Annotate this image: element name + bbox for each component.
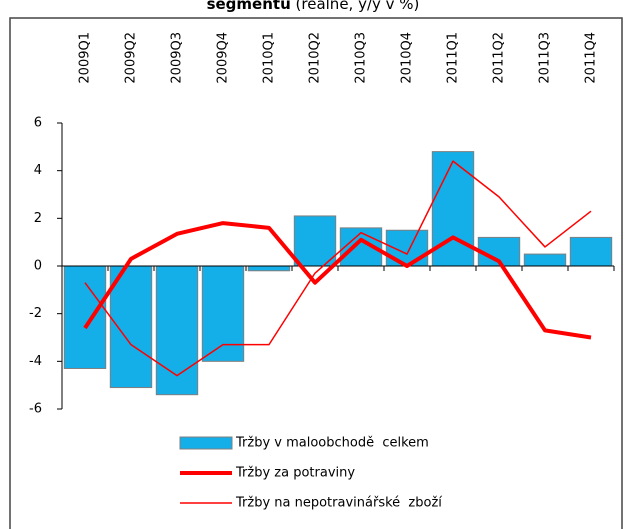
- y-tick-label: 4: [34, 163, 42, 178]
- x-tick-label: 2009Q4: [216, 32, 231, 84]
- x-tick-label: 2011Q1: [446, 32, 461, 84]
- x-tick-label: 2010Q2: [308, 32, 323, 84]
- line-series: [83, 221, 592, 340]
- chart-subtitle: (reálně, y/y v %): [296, 0, 420, 13]
- y-tick-label: 6: [34, 116, 42, 131]
- x-tick-label: 2011Q4: [584, 32, 599, 84]
- line-series: [84, 160, 592, 377]
- x-tick-label: 2010Q3: [354, 32, 369, 84]
- x-tick-label: 2011Q3: [538, 32, 553, 84]
- y-tick-label: 2: [34, 211, 42, 226]
- chart-title-group: segmentů (reálně, y/y v %): [207, 0, 420, 13]
- legend-label: Tržby v maloobchodě celkem: [235, 436, 429, 451]
- bar: [431, 151, 475, 267]
- chart-title: segmentů: [207, 0, 291, 13]
- bar: [201, 265, 245, 362]
- bar: [109, 265, 153, 389]
- bar: [293, 215, 337, 267]
- y-tick-label: 0: [34, 259, 42, 274]
- x-tick-label: 2010Q4: [400, 32, 415, 84]
- y-tick-label: -4: [29, 354, 42, 369]
- x-tick-label: 2010Q1: [262, 32, 277, 84]
- y-tick-label: -6: [29, 402, 42, 417]
- bar: [63, 265, 107, 369]
- x-tick-label: 2009Q1: [78, 32, 93, 84]
- bar: [523, 253, 567, 267]
- legend-label: Tržby na nepotravinářské zboží: [235, 496, 442, 511]
- x-tick-label: 2011Q2: [492, 32, 507, 84]
- bar: [155, 265, 199, 396]
- bar: [247, 265, 291, 272]
- x-tick-label: 2009Q2: [124, 32, 139, 84]
- x-tick-label: 2009Q3: [170, 32, 185, 84]
- legend-swatch: [179, 436, 233, 450]
- bar: [569, 236, 613, 267]
- y-tick-label: -2: [29, 306, 42, 321]
- legend-label: Tržby za potraviny: [235, 466, 355, 481]
